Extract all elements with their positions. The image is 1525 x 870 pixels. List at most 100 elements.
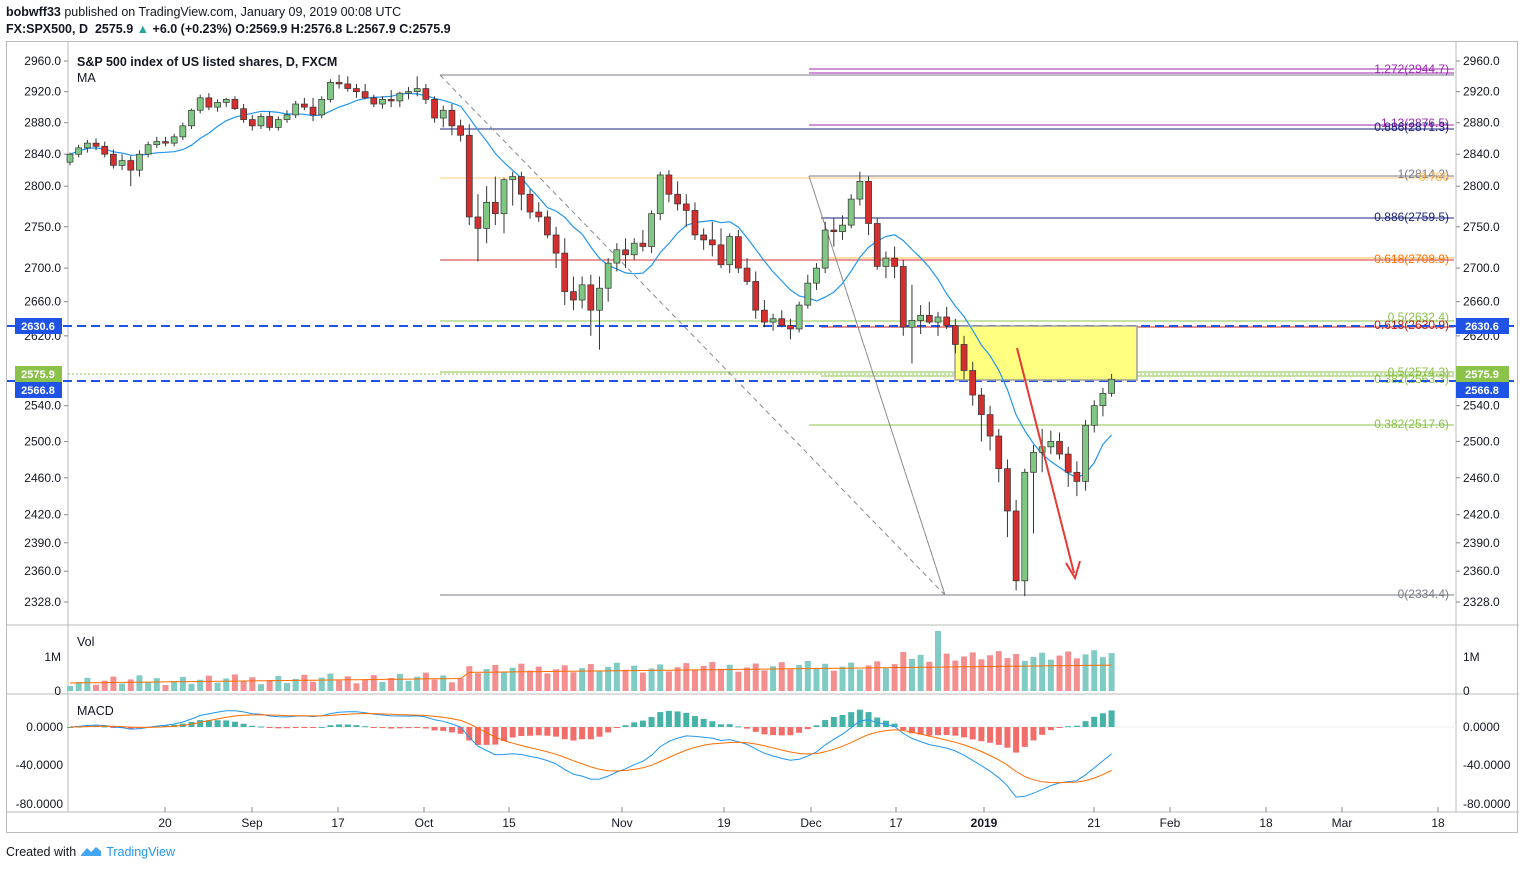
price-tick-label-right: 2460.0 (1463, 471, 1500, 485)
candle-body (787, 325, 794, 330)
candle-body (899, 266, 907, 328)
volume-bar (379, 682, 386, 691)
macd-histogram-bar (257, 726, 264, 728)
volume-bar (1047, 659, 1054, 691)
volume-bar (691, 670, 698, 691)
volume-bar (448, 682, 455, 691)
candles-group (66, 74, 1115, 597)
macd-histogram-bar (839, 714, 846, 727)
macd-histogram-bar (952, 727, 959, 736)
macd-histogram-bar (631, 722, 638, 727)
volume-bar (579, 668, 586, 691)
chart-frame: 2960.0 2960.0 2920.0 2920.0 2880.0 2880.0 2840… (6, 41, 1519, 834)
forecast-arrow-head (1065, 560, 1081, 581)
macd-histogram-bar (492, 727, 499, 745)
volume-bar (709, 661, 716, 691)
candle-body (439, 109, 447, 119)
candle-body (622, 249, 629, 256)
candle-body (309, 106, 317, 116)
volume-bar (1056, 655, 1063, 691)
candle-body (1064, 453, 1072, 473)
volume-bar (917, 654, 924, 691)
price-tick-label-right: 2540.0 (1463, 399, 1500, 413)
volume-bar (145, 682, 152, 691)
candle-body (726, 236, 734, 266)
candle-body (318, 99, 326, 116)
volume-bar (93, 684, 100, 691)
volume-bar (535, 666, 542, 691)
candle-body (570, 291, 577, 301)
price-flag-label-right: 2575.9 (1465, 369, 1499, 381)
candle-body (952, 325, 959, 345)
candle-body (847, 198, 855, 226)
time-tick-label: Nov (611, 816, 632, 830)
volume-bar (665, 671, 672, 691)
fib-level-label: 0.886(2871.3) (1374, 120, 1449, 134)
macd-histogram-bar (1047, 727, 1054, 731)
volume-bar (249, 677, 256, 691)
candle-body (153, 141, 161, 146)
macd-histogram-bar (501, 727, 507, 741)
volume-bar (136, 675, 143, 691)
candle-body (691, 210, 699, 236)
candle-body (969, 370, 977, 396)
volume-bar (240, 681, 247, 691)
volume-bar (171, 681, 178, 691)
price-tick-label-right: 2700.0 (1463, 261, 1500, 275)
candle-body (422, 88, 430, 100)
candle-body (1090, 405, 1098, 426)
volume-bar (622, 669, 629, 691)
chart-svg[interactable]: 2960.0 2960.0 2920.0 2920.0 2880.0 2880.0 2840… (7, 42, 1519, 834)
volume-bar (292, 678, 299, 691)
macd-histogram-bar (353, 725, 360, 727)
candle-body (101, 145, 109, 155)
volume-bar (856, 669, 863, 691)
candle-body (700, 234, 707, 241)
macd-histogram-bar (544, 727, 551, 736)
tradingview-brand[interactable]: TradingView (106, 845, 175, 859)
macd-histogram-bar (891, 723, 898, 727)
volume-bar (353, 683, 360, 691)
candle-body (1012, 510, 1020, 582)
volume-bar (631, 665, 638, 691)
macd-histogram-bar (553, 727, 560, 737)
macd-tick-label-right: 0.0000 (1463, 720, 1500, 734)
macd-histogram-bar (1030, 727, 1037, 741)
macd-histogram-bar (613, 727, 620, 729)
macd-histogram-bar (1073, 725, 1080, 727)
candle-body (361, 91, 369, 99)
candle-body (995, 435, 1003, 469)
candle-body (813, 267, 820, 284)
price-tick-label-right: 2500.0 (1463, 434, 1500, 448)
candle-body (266, 116, 273, 128)
macd-histogram-bar (917, 727, 924, 735)
volume-bar (961, 656, 968, 691)
volume-bar (813, 667, 820, 691)
candle-body (648, 213, 655, 247)
candle-body (379, 99, 386, 105)
macd-histogram-bar (396, 727, 403, 729)
candle-body (370, 97, 378, 105)
price-flag-label-right: 2630.6 (1465, 321, 1499, 333)
price-flag-label-left: 2575.9 (21, 369, 55, 381)
price-tick-label-left: 2800.0 (24, 179, 61, 193)
macd-histogram-bar (249, 725, 256, 727)
fib-level-label: 1.272(2944.7) (1374, 62, 1449, 76)
price-tick-label-left: 2540.0 (24, 399, 61, 413)
candle-body (535, 211, 543, 218)
candle-body (144, 144, 152, 155)
publisher-name[interactable]: bobwff33 (6, 5, 61, 19)
price-tick-label-right: 2960.0 (1463, 54, 1500, 68)
price-tick-label-right: 2660.0 (1463, 295, 1500, 309)
macd-histogram-bar (908, 727, 915, 734)
macd-tick-label-right: -40.0000 (1463, 758, 1511, 772)
volume-tick-label-right: 0 (1463, 684, 1470, 698)
volume-bar (987, 655, 994, 691)
volume-bar (162, 685, 169, 691)
volume-bar (1065, 651, 1072, 691)
volume-bar (822, 663, 829, 691)
macd-histogram-bar (1004, 727, 1011, 748)
volume-bar (726, 664, 733, 691)
candle-body (526, 193, 534, 213)
macd-histogram-bar (987, 727, 994, 743)
